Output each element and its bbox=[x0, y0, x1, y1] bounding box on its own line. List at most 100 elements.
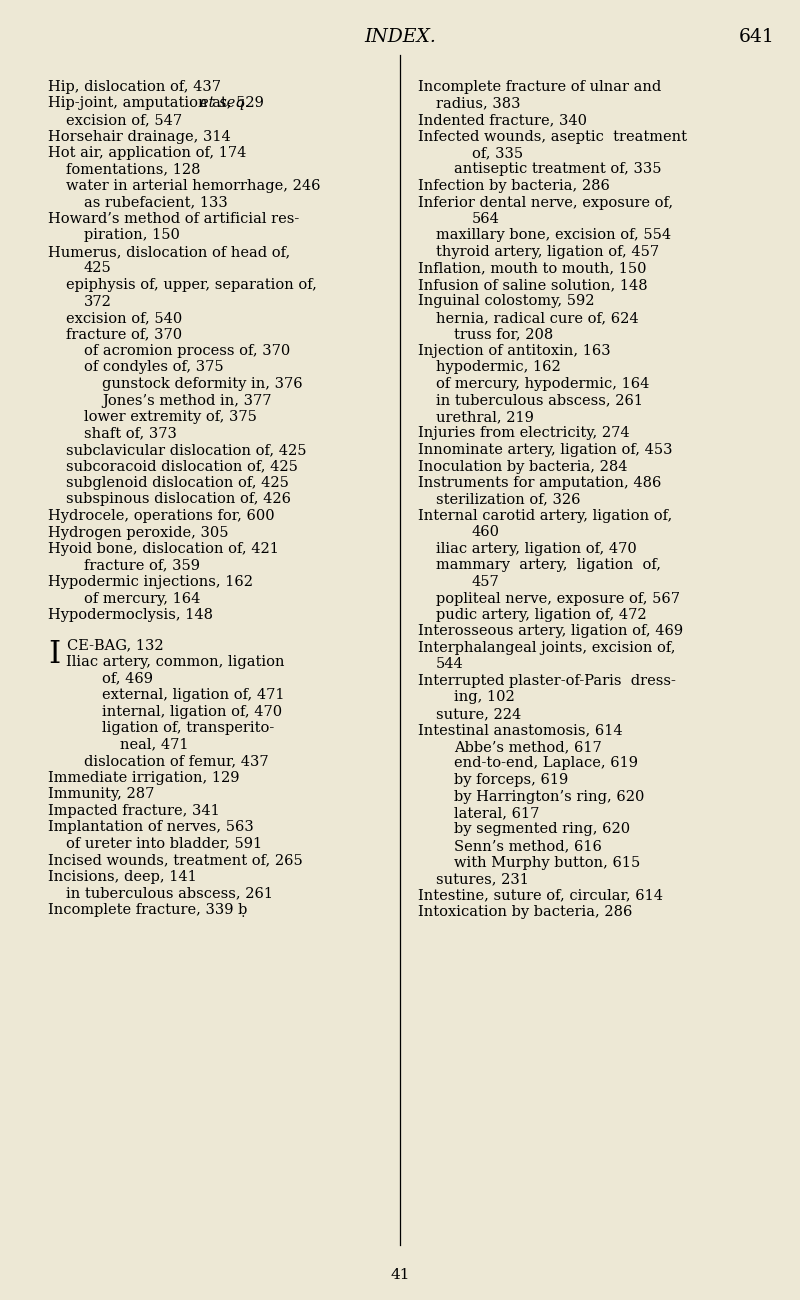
Text: Interosseous artery, ligation of, 469: Interosseous artery, ligation of, 469 bbox=[418, 624, 683, 638]
Text: piration, 150: piration, 150 bbox=[84, 229, 180, 243]
Text: gunstock deformity in, 376: gunstock deformity in, 376 bbox=[102, 377, 302, 391]
Text: in tuberculous abscess, 261: in tuberculous abscess, 261 bbox=[66, 887, 273, 900]
Text: 372: 372 bbox=[84, 295, 112, 308]
Text: of, 469: of, 469 bbox=[102, 672, 153, 685]
Text: Infection by bacteria, 286: Infection by bacteria, 286 bbox=[418, 179, 610, 192]
Text: of, 335: of, 335 bbox=[472, 146, 523, 160]
Text: Infusion of saline solution, 148: Infusion of saline solution, 148 bbox=[418, 278, 648, 292]
Text: INDEX.: INDEX. bbox=[364, 29, 436, 46]
Text: Interrupted plaster-of-Paris  dress-: Interrupted plaster-of-Paris dress- bbox=[418, 673, 676, 688]
Text: CE-BAG, 132: CE-BAG, 132 bbox=[67, 638, 164, 653]
Text: Howard’s method of artificial res-: Howard’s method of artificial res- bbox=[48, 212, 299, 226]
Text: truss for, 208: truss for, 208 bbox=[454, 328, 554, 342]
Text: Intoxication by bacteria, 286: Intoxication by bacteria, 286 bbox=[418, 905, 632, 919]
Text: fomentations, 128: fomentations, 128 bbox=[66, 162, 201, 177]
Text: epiphysis of, upper, separation of,: epiphysis of, upper, separation of, bbox=[66, 278, 317, 292]
Text: of mercury, 164: of mercury, 164 bbox=[84, 592, 200, 606]
Text: Incomplete fracture, 339 ḅ: Incomplete fracture, 339 ḅ bbox=[48, 902, 247, 916]
Text: ligation of, transperito-: ligation of, transperito- bbox=[102, 722, 274, 734]
Text: et seq.: et seq. bbox=[200, 96, 250, 110]
Text: hypodermic, 162: hypodermic, 162 bbox=[436, 360, 561, 374]
Text: of ureter into bladder, 591: of ureter into bladder, 591 bbox=[66, 836, 262, 850]
Text: Hypodermic injections, 162: Hypodermic injections, 162 bbox=[48, 575, 253, 589]
Text: Incised wounds, treatment of, 265: Incised wounds, treatment of, 265 bbox=[48, 853, 302, 867]
Text: 457: 457 bbox=[472, 575, 500, 589]
Text: by segmented ring, 620: by segmented ring, 620 bbox=[454, 823, 630, 836]
Text: as rubefacient, 133: as rubefacient, 133 bbox=[84, 195, 228, 209]
Text: Injection of antitoxin, 163: Injection of antitoxin, 163 bbox=[418, 344, 610, 358]
Text: Hypodermoclysis, 148: Hypodermoclysis, 148 bbox=[48, 608, 213, 621]
Text: Infected wounds, aseptic  treatment: Infected wounds, aseptic treatment bbox=[418, 130, 687, 143]
Text: subglenoid dislocation of, 425: subglenoid dislocation of, 425 bbox=[66, 476, 289, 490]
Text: Instruments for amputation, 486: Instruments for amputation, 486 bbox=[418, 476, 662, 490]
Text: water in arterial hemorrhage, 246: water in arterial hemorrhage, 246 bbox=[66, 179, 321, 192]
Text: Interphalangeal joints, excision of,: Interphalangeal joints, excision of, bbox=[418, 641, 675, 655]
Text: 564: 564 bbox=[472, 212, 500, 226]
Text: Jones’s method in, 377: Jones’s method in, 377 bbox=[102, 394, 271, 407]
Text: neal, 471: neal, 471 bbox=[120, 737, 189, 751]
Text: of mercury, hypodermic, 164: of mercury, hypodermic, 164 bbox=[436, 377, 650, 391]
Text: mammary  artery,  ligation  of,: mammary artery, ligation of, bbox=[436, 559, 661, 572]
Text: Indented fracture, 340: Indented fracture, 340 bbox=[418, 113, 587, 127]
Text: antiseptic treatment of, 335: antiseptic treatment of, 335 bbox=[454, 162, 662, 177]
Text: subclavicular dislocation of, 425: subclavicular dislocation of, 425 bbox=[66, 443, 306, 458]
Text: Inoculation by bacteria, 284: Inoculation by bacteria, 284 bbox=[418, 459, 627, 473]
Text: Hydrogen peroxide, 305: Hydrogen peroxide, 305 bbox=[48, 525, 229, 540]
Text: Inguinal colostomy, 592: Inguinal colostomy, 592 bbox=[418, 295, 594, 308]
Text: ing, 102: ing, 102 bbox=[454, 690, 514, 705]
Text: Hyoid bone, dislocation of, 421: Hyoid bone, dislocation of, 421 bbox=[48, 542, 279, 556]
Text: of condyles of, 375: of condyles of, 375 bbox=[84, 360, 224, 374]
Text: thyroid artery, ligation of, 457: thyroid artery, ligation of, 457 bbox=[436, 244, 659, 259]
Text: fracture of, 359: fracture of, 359 bbox=[84, 559, 200, 572]
Text: Hot air, application of, 174: Hot air, application of, 174 bbox=[48, 146, 246, 160]
Text: Injuries from electricity, 274: Injuries from electricity, 274 bbox=[418, 426, 630, 441]
Text: Incomplete fracture of ulnar and: Incomplete fracture of ulnar and bbox=[418, 81, 662, 94]
Text: radius, 383: radius, 383 bbox=[436, 96, 521, 110]
Text: fracture of, 370: fracture of, 370 bbox=[66, 328, 182, 342]
Text: excision of, 540: excision of, 540 bbox=[66, 311, 182, 325]
Text: Immediate irrigation, 129: Immediate irrigation, 129 bbox=[48, 771, 239, 784]
Text: Humerus, dislocation of head of,: Humerus, dislocation of head of, bbox=[48, 244, 290, 259]
Text: Abbe’s method, 617: Abbe’s method, 617 bbox=[454, 740, 602, 754]
Text: sutures, 231: sutures, 231 bbox=[436, 872, 529, 887]
Text: excision of, 547: excision of, 547 bbox=[66, 113, 182, 127]
Text: in tuberculous abscess, 261: in tuberculous abscess, 261 bbox=[436, 394, 643, 407]
Text: Inflation, mouth to mouth, 150: Inflation, mouth to mouth, 150 bbox=[418, 261, 646, 276]
Text: maxillary bone, excision of, 554: maxillary bone, excision of, 554 bbox=[436, 229, 671, 243]
Text: Implantation of nerves, 563: Implantation of nerves, 563 bbox=[48, 820, 254, 835]
Text: 544: 544 bbox=[436, 658, 464, 672]
Text: Iliac artery, common, ligation: Iliac artery, common, ligation bbox=[66, 655, 285, 670]
Text: Immunity, 287: Immunity, 287 bbox=[48, 786, 154, 801]
Text: pudic artery, ligation of, 472: pudic artery, ligation of, 472 bbox=[436, 608, 646, 621]
Text: subspinous dislocation of, 426: subspinous dislocation of, 426 bbox=[66, 493, 291, 507]
Text: external, ligation of, 471: external, ligation of, 471 bbox=[102, 688, 285, 702]
Text: Impacted fracture, 341: Impacted fracture, 341 bbox=[48, 803, 220, 818]
Text: internal, ligation of, 470: internal, ligation of, 470 bbox=[102, 705, 282, 719]
Text: I: I bbox=[48, 638, 60, 670]
Text: hernia, radical cure of, 624: hernia, radical cure of, 624 bbox=[436, 311, 638, 325]
Text: dislocation of femur, 437: dislocation of femur, 437 bbox=[84, 754, 269, 768]
Text: shaft of, 373: shaft of, 373 bbox=[84, 426, 177, 441]
Text: Internal carotid artery, ligation of,: Internal carotid artery, ligation of, bbox=[418, 510, 672, 523]
Text: of acromion process of, 370: of acromion process of, 370 bbox=[84, 344, 290, 358]
Text: 425: 425 bbox=[84, 261, 112, 276]
Text: iliac artery, ligation of, 470: iliac artery, ligation of, 470 bbox=[436, 542, 637, 556]
Text: Hip, dislocation of, 437: Hip, dislocation of, 437 bbox=[48, 81, 221, 94]
Text: Incisions, deep, 141: Incisions, deep, 141 bbox=[48, 870, 197, 884]
Text: 41: 41 bbox=[390, 1268, 410, 1282]
Text: Horsehair drainage, 314: Horsehair drainage, 314 bbox=[48, 130, 230, 143]
Text: with Murphy button, 615: with Murphy button, 615 bbox=[454, 855, 640, 870]
Text: Hip-joint, amputation at, 529: Hip-joint, amputation at, 529 bbox=[48, 96, 269, 110]
Text: Inferior dental nerve, exposure of,: Inferior dental nerve, exposure of, bbox=[418, 195, 673, 209]
Text: urethral, 219: urethral, 219 bbox=[436, 410, 534, 424]
Text: 460: 460 bbox=[472, 525, 500, 540]
Text: Intestinal anastomosis, 614: Intestinal anastomosis, 614 bbox=[418, 724, 622, 737]
Text: 641: 641 bbox=[739, 29, 775, 46]
Text: lateral, 617: lateral, 617 bbox=[454, 806, 539, 820]
Text: lower extremity of, 375: lower extremity of, 375 bbox=[84, 410, 257, 424]
Text: subcoracoid dislocation of, 425: subcoracoid dislocation of, 425 bbox=[66, 459, 298, 473]
Text: by forceps, 619: by forceps, 619 bbox=[454, 774, 568, 786]
Text: sterilization of, 326: sterilization of, 326 bbox=[436, 493, 581, 507]
Text: Innominate artery, ligation of, 453: Innominate artery, ligation of, 453 bbox=[418, 443, 673, 458]
Text: Intestine, suture of, circular, 614: Intestine, suture of, circular, 614 bbox=[418, 888, 663, 902]
